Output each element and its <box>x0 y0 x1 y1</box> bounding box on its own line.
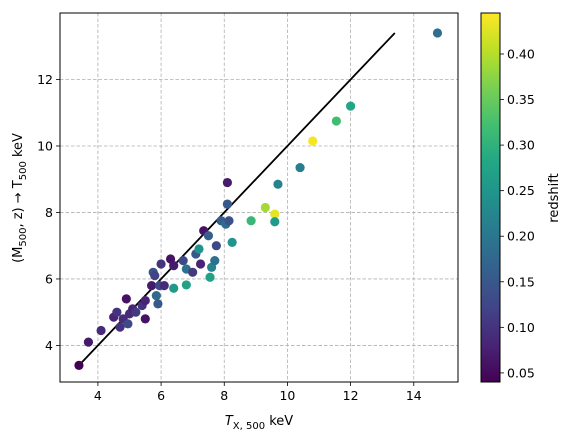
data-point <box>210 256 219 265</box>
x-tick-label: 14 <box>406 388 422 403</box>
data-point <box>115 323 124 332</box>
data-point <box>169 261 178 270</box>
x-tick-label: 4 <box>94 388 102 403</box>
data-point <box>295 163 304 172</box>
colorbar-tick-label: 0.35 <box>507 92 535 107</box>
data-point <box>141 314 150 323</box>
data-point <box>182 280 191 289</box>
data-point <box>96 326 105 335</box>
x-tick-label: 8 <box>220 388 228 403</box>
data-point <box>150 271 159 280</box>
data-point <box>141 296 150 305</box>
data-point <box>261 203 270 212</box>
data-point <box>224 216 233 225</box>
data-point <box>122 294 131 303</box>
colorbar-tick-label: 0.15 <box>507 274 535 289</box>
x-axis: 4 6 8 10 12 14 <box>94 382 422 403</box>
data-point <box>308 136 317 145</box>
data-point <box>188 268 197 277</box>
colorbar <box>481 13 500 382</box>
y-tick-label: 8 <box>45 205 53 220</box>
x-tick-label: 10 <box>279 388 295 403</box>
data-point <box>346 101 355 110</box>
colorbar-tick-label: 0.20 <box>507 229 535 244</box>
data-point <box>223 178 232 187</box>
x-axis-label: TX, 500 keV <box>225 414 293 432</box>
data-point <box>74 361 83 370</box>
colorbar-tick-label: 0.40 <box>507 47 535 62</box>
y-tick-label: 10 <box>37 138 53 153</box>
data-point <box>123 319 132 328</box>
data-point <box>194 244 203 253</box>
data-point <box>273 180 282 189</box>
colorbar-tick-label: 0.05 <box>507 365 535 380</box>
data-point <box>205 273 214 282</box>
y-axis-label: (M500, z) → T500 keV <box>11 133 29 263</box>
data-point <box>152 291 161 300</box>
colorbar-tick-label: 0.30 <box>507 138 535 153</box>
data-point <box>228 238 237 247</box>
data-point <box>84 338 93 347</box>
y-tick-label: 4 <box>45 338 53 353</box>
data-point <box>179 256 188 265</box>
data-point <box>204 231 213 240</box>
x-tick-label: 6 <box>157 388 165 403</box>
colorbar-label: redshift <box>547 173 562 222</box>
data-point <box>270 217 279 226</box>
data-point <box>196 259 205 268</box>
data-point <box>433 28 442 37</box>
data-point <box>169 284 178 293</box>
data-point <box>247 216 256 225</box>
data-point <box>223 200 232 209</box>
data-point <box>212 241 221 250</box>
data-point <box>332 116 341 125</box>
data-point <box>153 299 162 308</box>
data-point <box>112 308 121 317</box>
colorbar-tick-label: 0.10 <box>507 320 535 335</box>
data-point <box>156 259 165 268</box>
y-tick-label: 6 <box>45 271 53 286</box>
colorbar-tick-label: 0.25 <box>507 183 535 198</box>
y-tick-label: 12 <box>37 72 53 87</box>
data-point <box>160 281 169 290</box>
y-axis: 4 6 8 10 12 <box>37 72 60 353</box>
data-point <box>147 281 156 290</box>
data-point <box>131 308 140 317</box>
x-tick-label: 12 <box>343 388 359 403</box>
colorbar-ticks: 0.05 0.10 0.15 0.20 0.25 0.30 0.35 0.40 <box>500 47 535 381</box>
